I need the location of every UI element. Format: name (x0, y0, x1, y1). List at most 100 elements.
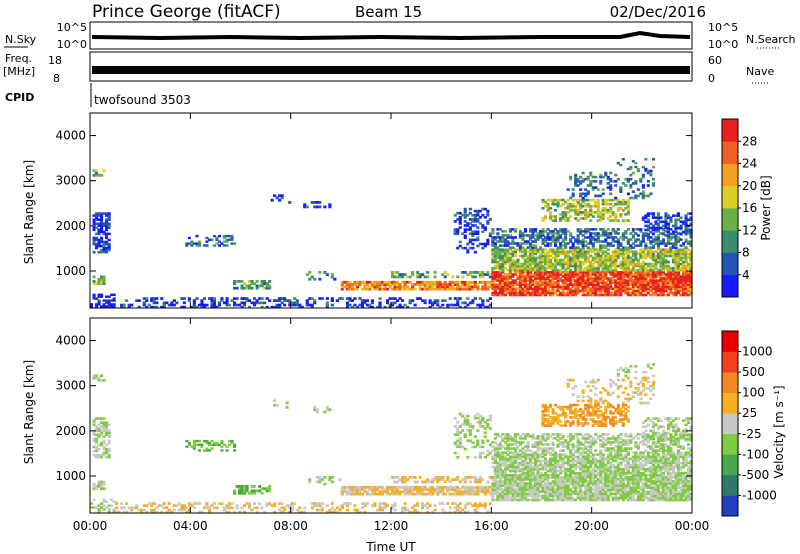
data-cell (621, 232, 625, 235)
data-cell (463, 418, 467, 422)
data-cell (556, 268, 560, 272)
data-cell (661, 287, 665, 291)
data-cell (614, 248, 618, 251)
data-cell (100, 248, 104, 252)
data-cell (599, 256, 603, 260)
data-cell (185, 506, 189, 510)
data-cell (596, 198, 600, 202)
data-cell (486, 220, 490, 223)
data-cell (476, 283, 480, 286)
data-cell (634, 162, 638, 165)
data-cell (453, 280, 457, 284)
data-cell (217, 502, 221, 505)
data-cell (373, 485, 377, 489)
data-cell (493, 490, 497, 494)
data-cell (451, 502, 455, 505)
data-cell (581, 281, 585, 284)
data-cell (355, 283, 359, 286)
data-cell (626, 248, 630, 251)
data-cell (636, 262, 640, 266)
data-cell (566, 266, 570, 270)
data-cell (601, 246, 605, 249)
data-cell (391, 301, 395, 305)
data-cell (564, 480, 568, 483)
data-cell (458, 441, 462, 445)
data-cell (363, 285, 367, 289)
data-cell (584, 252, 588, 256)
data-cell (581, 478, 585, 481)
data-cell (107, 423, 111, 426)
data-cell (654, 262, 658, 266)
data-cell (491, 271, 495, 274)
data-cell (401, 287, 405, 291)
data-cell (478, 297, 482, 300)
data-cell (491, 238, 495, 241)
data-cell (591, 482, 595, 485)
data-cell (689, 254, 693, 258)
data-cell (586, 248, 590, 251)
data-cell (629, 275, 633, 278)
data-cell (378, 504, 382, 507)
data-cell (651, 281, 655, 284)
data-cell (571, 289, 575, 293)
data-cell (353, 287, 357, 291)
data-cell (661, 271, 665, 274)
data-cell (318, 508, 322, 512)
data-cell (684, 218, 688, 222)
data-cell (526, 291, 530, 295)
data-cell (491, 268, 495, 272)
data-cell (448, 303, 452, 307)
data-cell (682, 264, 686, 268)
data-cell (503, 488, 507, 491)
data-cell (513, 264, 517, 268)
data-cell (222, 236, 226, 240)
data-cell (571, 260, 575, 264)
data-cell (599, 244, 603, 247)
data-cell (529, 482, 533, 485)
data-cell (629, 279, 633, 282)
data-cell (197, 439, 201, 443)
data-cell (476, 285, 480, 289)
data-cell (345, 303, 349, 307)
data-cell (473, 435, 477, 438)
data-cell (496, 256, 500, 260)
data-cell (559, 252, 563, 256)
data-cell (263, 282, 267, 286)
data-cell (564, 482, 568, 485)
data-cell (473, 502, 477, 505)
data-cell (102, 480, 106, 484)
data-cell (102, 282, 106, 286)
data-cell (687, 279, 691, 282)
data-cell (493, 266, 497, 270)
data-cell (606, 277, 610, 280)
data-cell (491, 486, 495, 489)
data-cell (102, 445, 106, 449)
data-cell (671, 287, 675, 291)
data-cell (508, 260, 512, 264)
data-cell (97, 433, 101, 437)
data-cell (574, 182, 578, 185)
data-cell (333, 277, 337, 281)
data-cell (511, 492, 515, 496)
data-cell (619, 281, 623, 284)
data-cell (546, 209, 550, 212)
data-cell (471, 441, 475, 445)
data-cell (551, 488, 555, 491)
data-cell (571, 256, 575, 260)
data-cell (544, 273, 548, 276)
data-cell (659, 248, 663, 251)
data-cell (180, 305, 184, 309)
data-cell (596, 281, 600, 284)
data-cell (644, 283, 648, 286)
data-cell (586, 275, 590, 278)
data-cell (526, 268, 530, 272)
data-cell (666, 222, 670, 226)
data-cell (187, 504, 191, 507)
power-colorbar-tick-label: 8 (742, 246, 750, 260)
data-cell (498, 240, 502, 243)
data-cell (498, 478, 502, 481)
data-cell (551, 289, 555, 293)
data-cell (318, 476, 322, 479)
data-cell (644, 244, 648, 247)
data-cell (388, 303, 392, 307)
